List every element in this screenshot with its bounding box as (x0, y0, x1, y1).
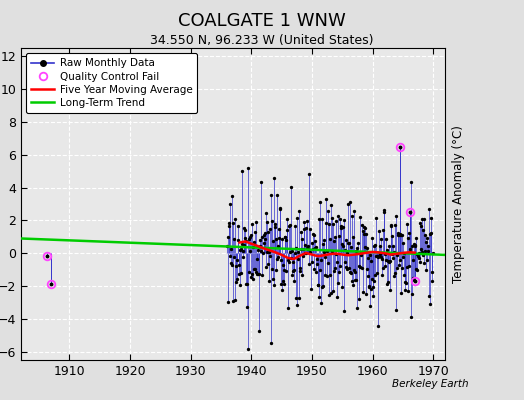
Text: Berkeley Earth: Berkeley Earth (392, 379, 469, 389)
Text: 34.550 N, 96.233 W (United States): 34.550 N, 96.233 W (United States) (150, 34, 374, 47)
Text: COALGATE 1 WNW: COALGATE 1 WNW (178, 12, 346, 30)
Legend: Raw Monthly Data, Quality Control Fail, Five Year Moving Average, Long-Term Tren: Raw Monthly Data, Quality Control Fail, … (26, 53, 198, 113)
Y-axis label: Temperature Anomaly (°C): Temperature Anomaly (°C) (452, 125, 465, 283)
